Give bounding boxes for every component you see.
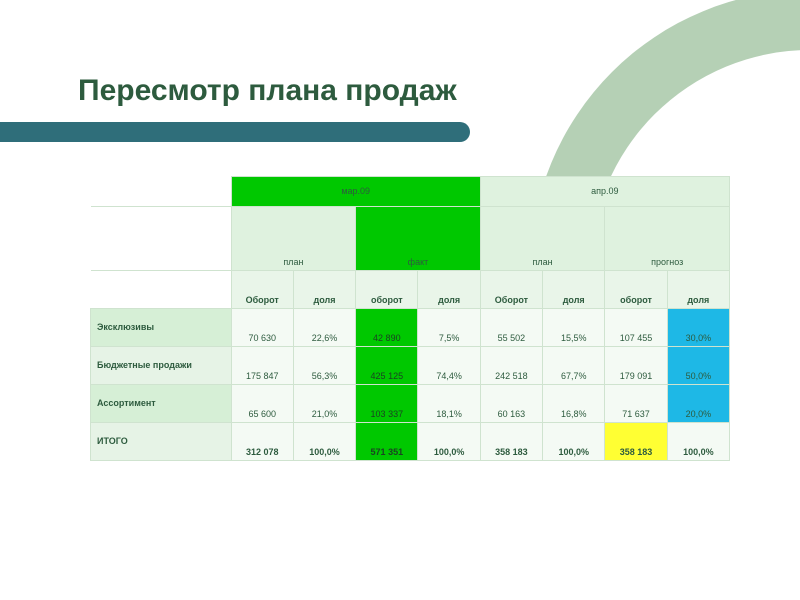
month-header-apr: апр.09 <box>480 177 729 207</box>
row-label-exclusives: Эксклюзивы <box>91 309 232 347</box>
cell-value: 358 183 <box>480 423 542 461</box>
metric-share: доля <box>418 271 480 309</box>
title-accent-bar <box>0 122 470 142</box>
cell-value: 100,0% <box>418 423 480 461</box>
cell-value: 71 637 <box>605 385 667 423</box>
cell-value: 103 337 <box>356 385 418 423</box>
slide-title: Пересмотр плана продаж <box>78 74 457 108</box>
metric-turnover: Оборот <box>480 271 542 309</box>
blank-cell <box>91 207 232 271</box>
blank-cell <box>91 177 232 207</box>
cell-value: 100,0% <box>543 423 605 461</box>
sales-plan-table: мар.09 апр.09 план факт план прогноз Обо… <box>90 176 730 461</box>
cell-value: 358 183 <box>605 423 667 461</box>
cell-value: 571 351 <box>356 423 418 461</box>
subheader-plan-mar: план <box>231 207 356 271</box>
cell-value: 7,5% <box>418 309 480 347</box>
metric-turnover: Оборот <box>231 271 293 309</box>
header-row-months: мар.09 апр.09 <box>91 177 730 207</box>
cell-value: 107 455 <box>605 309 667 347</box>
metric-share: доля <box>293 271 355 309</box>
subheader-fact-mar: факт <box>356 207 481 271</box>
subheader-plan-apr: план <box>480 207 605 271</box>
header-row-metrics: Оборот доля оборот доля Оборот доля обор… <box>91 271 730 309</box>
blank-cell <box>91 271 232 309</box>
table-row: Эксклюзивы 70 630 22,6% 42 890 7,5% 55 5… <box>91 309 730 347</box>
metric-turnover: оборот <box>605 271 667 309</box>
cell-value: 175 847 <box>231 347 293 385</box>
cell-value: 100,0% <box>293 423 355 461</box>
month-header-mar: мар.09 <box>231 177 480 207</box>
header-row-sections: план факт план прогноз <box>91 207 730 271</box>
cell-value: 55 502 <box>480 309 542 347</box>
cell-value: 30,0% <box>667 309 729 347</box>
cell-value: 74,4% <box>418 347 480 385</box>
table-row: Бюджетные продажи 175 847 56,3% 425 125 … <box>91 347 730 385</box>
cell-value: 18,1% <box>418 385 480 423</box>
cell-value: 67,7% <box>543 347 605 385</box>
metric-turnover: оборот <box>356 271 418 309</box>
cell-value: 242 518 <box>480 347 542 385</box>
table-row-totals: ИТОГО 312 078 100,0% 571 351 100,0% 358 … <box>91 423 730 461</box>
cell-value: 179 091 <box>605 347 667 385</box>
metric-share: доля <box>667 271 729 309</box>
metric-share: доля <box>543 271 605 309</box>
cell-value: 70 630 <box>231 309 293 347</box>
cell-value: 20,0% <box>667 385 729 423</box>
cell-value: 50,0% <box>667 347 729 385</box>
cell-value: 425 125 <box>356 347 418 385</box>
cell-value: 56,3% <box>293 347 355 385</box>
cell-value: 42 890 <box>356 309 418 347</box>
cell-value: 60 163 <box>480 385 542 423</box>
table-row: Ассортимент 65 600 21,0% 103 337 18,1% 6… <box>91 385 730 423</box>
cell-value: 16,8% <box>543 385 605 423</box>
cell-value: 312 078 <box>231 423 293 461</box>
cell-value: 21,0% <box>293 385 355 423</box>
cell-value: 15,5% <box>543 309 605 347</box>
cell-value: 65 600 <box>231 385 293 423</box>
subheader-forecast-apr: прогноз <box>605 207 730 271</box>
row-label-assortment: Ассортимент <box>91 385 232 423</box>
cell-value: 22,6% <box>293 309 355 347</box>
cell-value: 100,0% <box>667 423 729 461</box>
row-label-totals: ИТОГО <box>91 423 232 461</box>
row-label-budget: Бюджетные продажи <box>91 347 232 385</box>
